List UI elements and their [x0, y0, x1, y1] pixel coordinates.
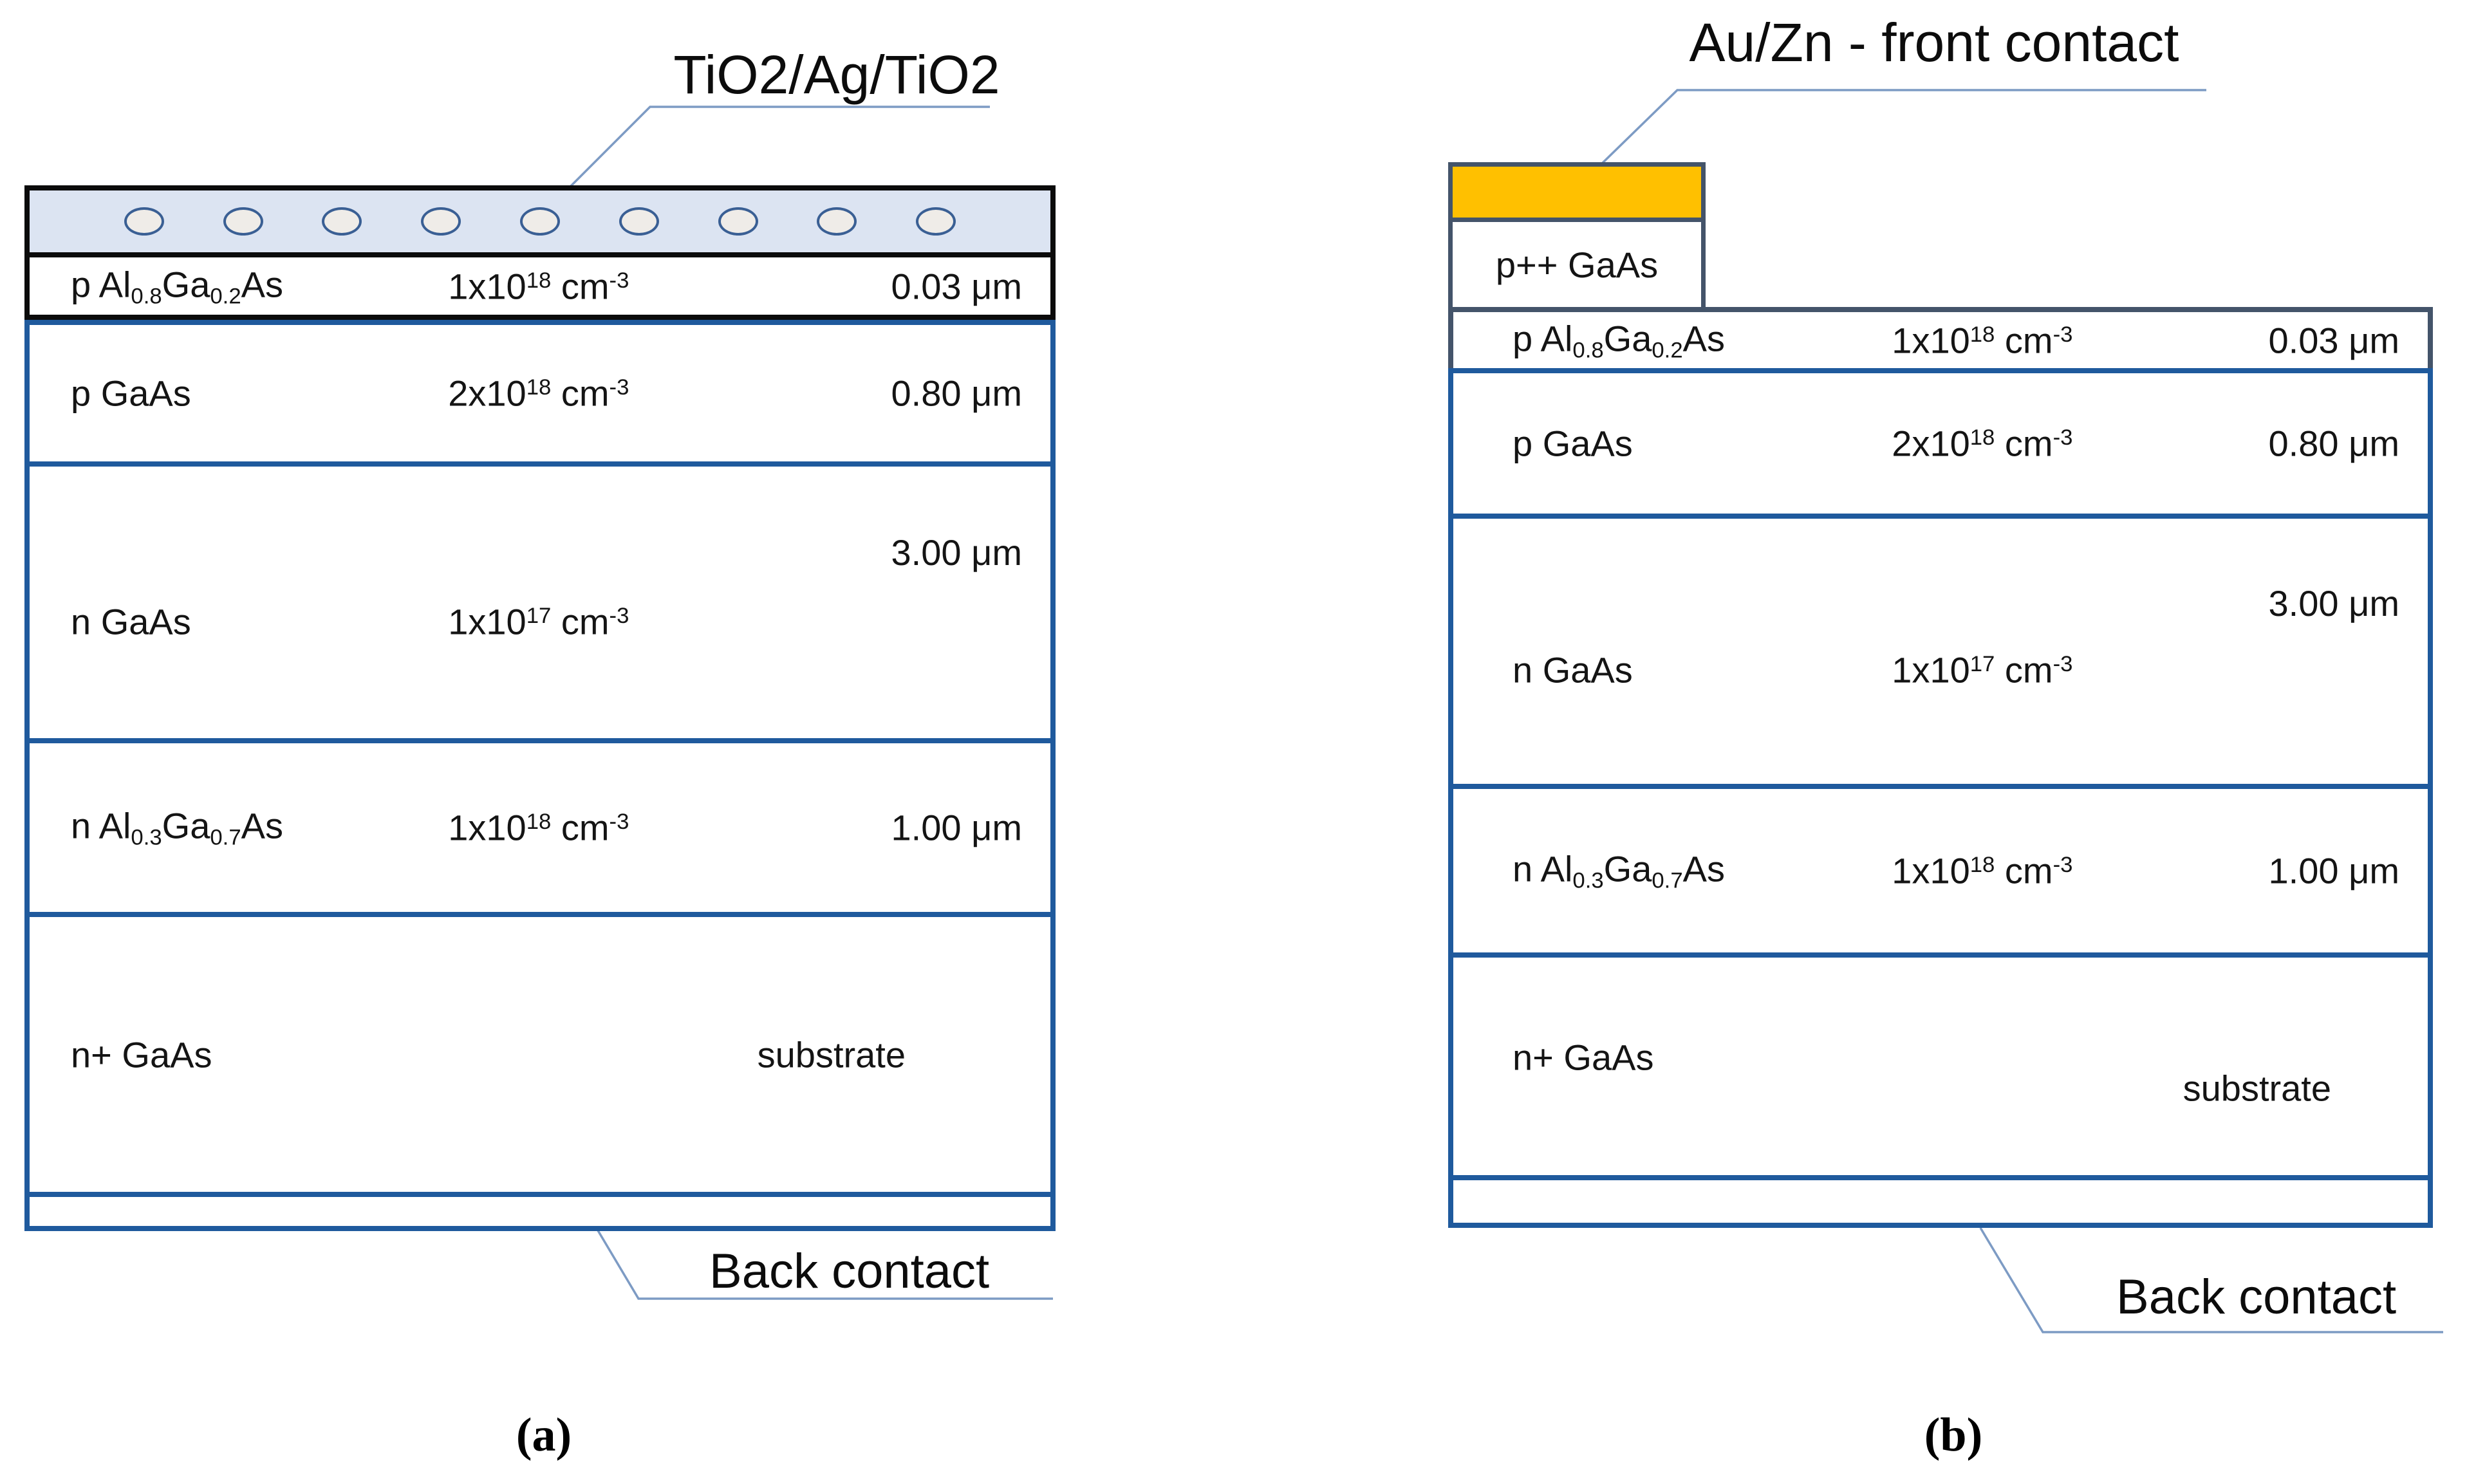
back-contact-layer-a: [30, 1192, 1050, 1226]
layer-material: n Al0.3Ga0.7As: [71, 805, 283, 850]
layer-row-p-gaas-a: p GaAs 2x1018 cm-3 0.80 μm: [30, 325, 1050, 461]
layer-doping: 2x1018 cm-3: [1892, 423, 2073, 464]
arc-ellipse-icon: [916, 207, 956, 236]
cap-layer-label: p++ GaAs: [1495, 244, 1659, 285]
pplus-gaas-cap-layer: p++ GaAs: [1448, 222, 1706, 307]
layer-doping: 1x1018 cm-3: [1892, 320, 2073, 360]
label-back-contact-b: Back contact: [2116, 1270, 2397, 1324]
leader-line-auzn: [1601, 89, 2206, 165]
layer-material: p GaAs: [1513, 423, 1633, 464]
layer-material: n+ GaAs: [1513, 1037, 1654, 1078]
layer-thickness: substrate: [757, 1034, 906, 1075]
arc-ellipse-icon: [718, 207, 758, 236]
label-tio2-top-contact: TiO2/Ag/TiO2: [673, 44, 1000, 105]
label-auzn-front-contact: Au/Zn - front contact: [1689, 12, 2179, 73]
arc-ellipse-icon: [124, 207, 164, 236]
layer-material: p GaAs: [71, 373, 191, 414]
arc-ellipse-icon: [223, 207, 263, 236]
layer-thickness: 0.80 μm: [891, 373, 1022, 414]
layer-row-n-gaas-a: n GaAs 1x1017 cm-3 3.00 μm: [30, 461, 1050, 738]
layer-row-n-algaas-a: n Al0.3Ga0.7As 1x1018 cm-3 1.00 μm: [30, 738, 1050, 912]
arc-textured-layer: [30, 190, 1050, 257]
layer-thickness: 0.03 μm: [2268, 320, 2399, 360]
layer-material: n GaAs: [1513, 649, 1633, 691]
panel-a-stack: p GaAs 2x1018 cm-3 0.80 μm n GaAs 1x1017…: [24, 320, 1056, 1231]
layer-doping: 2x1018 cm-3: [448, 373, 629, 414]
layer-row-n-algaas-b: n Al0.3Ga0.7As 1x1018 cm-3 1.00 μm: [1453, 784, 2428, 952]
layer-row-substrate-a: n+ GaAs substrate: [30, 912, 1050, 1192]
layer-row-substrate-b: n+ GaAs substrate: [1453, 952, 2428, 1175]
layer-thickness: 1.00 μm: [891, 807, 1022, 848]
panel-a-top-group: p Al0.8Ga0.2As 1x1018 cm-3 0.03 μm: [24, 185, 1056, 320]
layer-material: n Al0.3Ga0.7As: [1513, 848, 1725, 893]
auzn-front-contact-pad: [1448, 162, 1706, 222]
layer-thickness: substrate: [2183, 1068, 2331, 1109]
layer-material: p Al0.8Ga0.2As: [1513, 318, 1725, 362]
layer-thickness: 3.00 μm: [891, 532, 1022, 573]
layer-row-p-gaas-b: p GaAs 2x1018 cm-3 0.80 μm: [1453, 373, 2428, 514]
arc-ellipse-icon: [322, 207, 362, 236]
arc-ellipse-icon: [619, 207, 659, 236]
layer-material: n+ GaAs: [71, 1034, 212, 1075]
layer-row-p-algaas-a: p Al0.8Ga0.2As 1x1018 cm-3 0.03 μm: [30, 257, 1050, 315]
layer-row-n-gaas-b: n GaAs 1x1017 cm-3 3.00 μm: [1453, 514, 2428, 784]
arc-ellipse-icon: [519, 207, 560, 236]
layer-doping: 1x1018 cm-3: [448, 266, 629, 306]
caption-a: (a): [516, 1409, 572, 1461]
caption-b: (b): [1924, 1409, 1983, 1461]
panel-b-stack: p GaAs 2x1018 cm-3 0.80 μm n GaAs 1x1017…: [1448, 368, 2433, 1228]
layer-doping: 1x1018 cm-3: [1892, 850, 2073, 891]
layer-thickness: 0.03 μm: [891, 266, 1022, 306]
arc-ellipse-icon: [421, 207, 461, 236]
layer-row-p-algaas-b: p Al0.8Ga0.2As 1x1018 cm-3 0.03 μm: [1448, 307, 2433, 368]
label-back-contact-a: Back contact: [709, 1244, 990, 1299]
layer-doping: 1x1017 cm-3: [1892, 649, 2073, 691]
arc-ellipse-icon: [817, 207, 857, 236]
arc-ellipse-row: [30, 190, 1050, 252]
back-contact-layer-b: [1453, 1175, 2428, 1202]
layer-doping: 1x1018 cm-3: [448, 807, 629, 848]
layer-material: n GaAs: [71, 601, 191, 642]
leader-line-tio2: [568, 106, 990, 189]
layer-doping: 1x1017 cm-3: [448, 601, 629, 642]
layer-thickness: 3.00 μm: [2268, 582, 2399, 624]
layer-material: p Al0.8Ga0.2As: [71, 264, 283, 308]
layer-thickness: 0.80 μm: [2268, 423, 2399, 464]
layer-thickness: 1.00 μm: [2268, 850, 2399, 891]
